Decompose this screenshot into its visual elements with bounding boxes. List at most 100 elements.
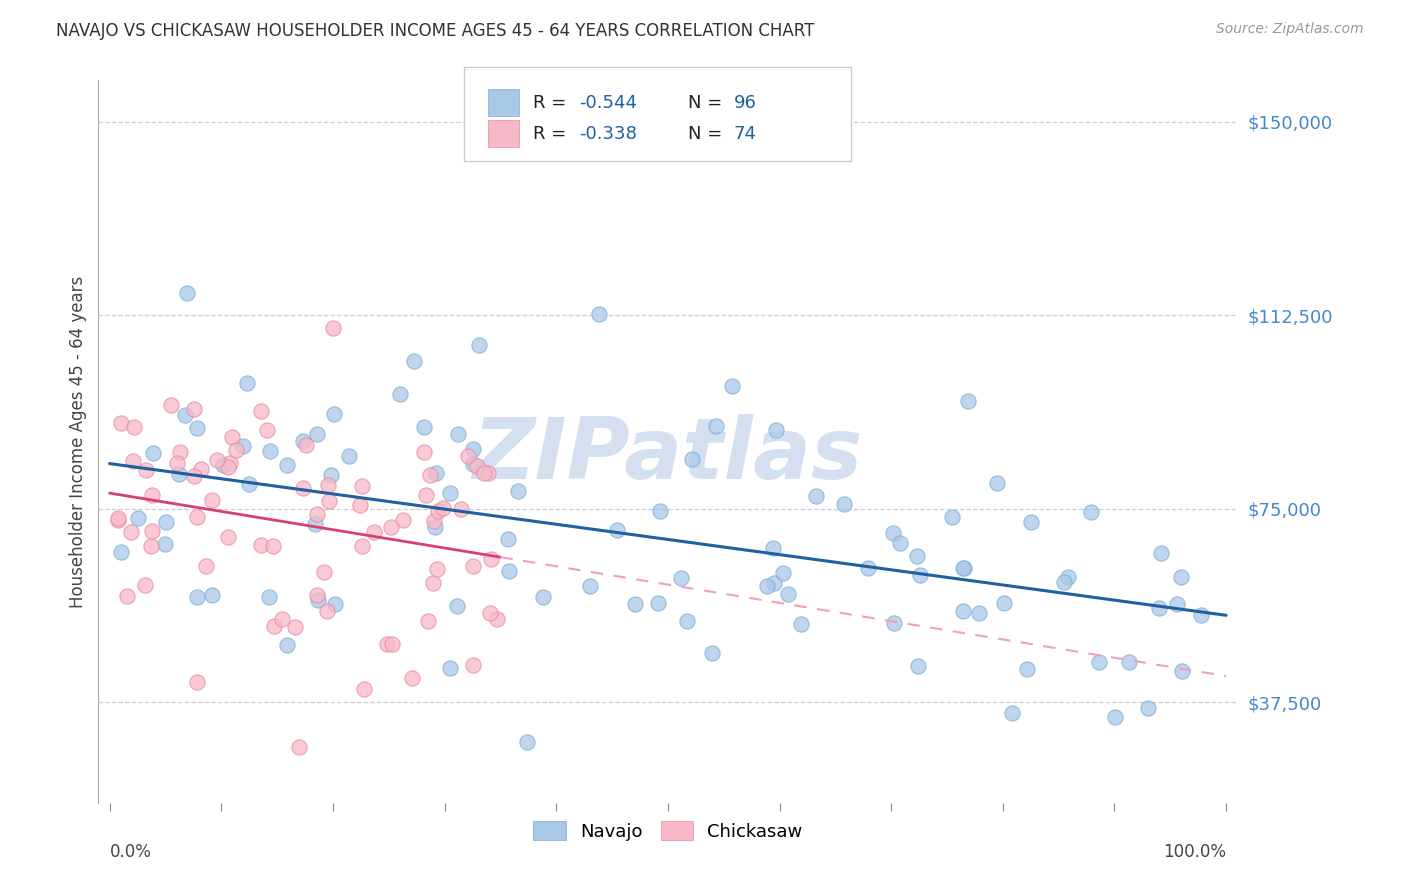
Point: [308, 593, 330, 607]
Point: [669, 571, 692, 585]
Point: [1104, 710, 1126, 724]
Point: [217, 459, 239, 474]
Point: [439, 660, 461, 674]
Point: [700, 646, 723, 660]
Text: ZIPatlas: ZIPatlas: [472, 415, 863, 498]
Point: [392, 513, 415, 527]
Point: [439, 486, 461, 500]
Point: [380, 520, 402, 534]
Point: [388, 386, 411, 401]
Text: -0.544: -0.544: [579, 94, 637, 112]
Point: [426, 504, 449, 518]
Point: [418, 615, 440, 629]
Text: N =: N =: [688, 125, 727, 143]
Point: [579, 579, 602, 593]
Point: [217, 530, 239, 544]
Point: [1080, 505, 1102, 519]
Point: [294, 438, 316, 452]
Point: [941, 509, 963, 524]
Point: [1166, 598, 1188, 612]
Point: [221, 430, 243, 444]
Point: [167, 467, 190, 481]
Text: NAVAJO VS CHICKASAW HOUSEHOLDER INCOME AGES 45 - 64 YEARS CORRELATION CHART: NAVAJO VS CHICKASAW HOUSEHOLDER INCOME A…: [56, 22, 814, 40]
Point: [953, 560, 976, 574]
Point: [498, 564, 520, 578]
Point: [415, 488, 437, 502]
Point: [419, 467, 441, 482]
Point: [401, 671, 423, 685]
Point: [762, 576, 785, 591]
Point: [778, 587, 800, 601]
Point: [141, 487, 163, 501]
Point: [249, 538, 271, 552]
Point: [190, 462, 212, 476]
Point: [375, 637, 398, 651]
Point: [292, 481, 315, 495]
Point: [412, 445, 434, 459]
Point: [352, 539, 374, 553]
Point: [1171, 664, 1194, 678]
Point: [270, 612, 292, 626]
Point: [468, 338, 491, 352]
Point: [315, 604, 337, 618]
Point: [506, 483, 529, 498]
Point: [485, 612, 508, 626]
Point: [423, 514, 446, 528]
Point: [307, 508, 329, 522]
Point: [353, 682, 375, 697]
Point: [1118, 655, 1140, 669]
Point: [1053, 574, 1076, 589]
Point: [141, 524, 163, 538]
Point: [952, 561, 974, 575]
Point: [432, 500, 454, 515]
Point: [305, 427, 328, 442]
Point: [647, 596, 669, 610]
Point: [1170, 570, 1192, 584]
Point: [1056, 570, 1078, 584]
Point: [952, 604, 974, 618]
Point: [312, 566, 335, 580]
Point: [225, 443, 247, 458]
Point: [194, 558, 217, 573]
Point: [472, 466, 495, 480]
Point: [183, 402, 205, 417]
Point: [284, 620, 307, 634]
Point: [496, 533, 519, 547]
Point: [122, 454, 145, 468]
Point: [276, 639, 298, 653]
Point: [446, 599, 468, 613]
Point: [257, 590, 280, 604]
Point: [142, 446, 165, 460]
Point: [908, 568, 931, 582]
Text: N =: N =: [688, 94, 727, 112]
Point: [905, 549, 928, 564]
Point: [117, 589, 139, 603]
Point: [238, 476, 260, 491]
Point: [606, 523, 628, 537]
Point: [249, 403, 271, 417]
Point: [205, 453, 228, 467]
Point: [122, 420, 145, 434]
Point: [1147, 601, 1170, 615]
Point: [883, 615, 905, 630]
Point: [1001, 706, 1024, 720]
Point: [183, 468, 205, 483]
Point: [110, 545, 132, 559]
Point: [134, 578, 156, 592]
Point: [153, 537, 176, 551]
Legend: Navajo, Chickasaw: Navajo, Chickasaw: [526, 814, 810, 848]
Point: [159, 398, 181, 412]
Point: [107, 511, 129, 525]
Point: [832, 497, 855, 511]
Point: [186, 590, 208, 604]
Point: [1088, 656, 1111, 670]
Point: [349, 498, 371, 512]
Point: [588, 307, 610, 321]
Point: [176, 285, 198, 300]
Point: [166, 456, 188, 470]
Point: [806, 490, 828, 504]
Point: [648, 504, 671, 518]
Y-axis label: Householder Income Ages 45 - 64 years: Householder Income Ages 45 - 64 years: [69, 276, 87, 607]
Point: [169, 445, 191, 459]
Point: [323, 597, 346, 611]
